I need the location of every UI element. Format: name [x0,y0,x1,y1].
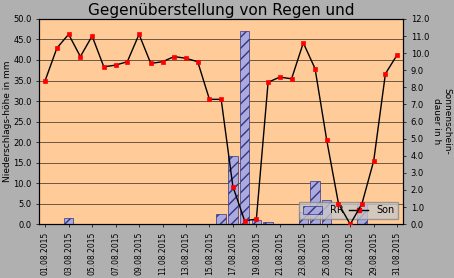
Bar [217,214,226,224]
Bar [357,204,367,224]
Bar [240,31,249,224]
Title: Gegenüberstellung von Regen und: Gegenüberstellung von Regen und [88,3,355,18]
Legend: RR, Son: RR, Son [299,202,398,219]
Bar [299,212,308,224]
Bar [263,222,273,224]
Bar [64,218,74,224]
Y-axis label: Niederschlags-höhe in mm: Niederschlags-höhe in mm [3,61,12,182]
Bar [322,200,331,224]
Bar [252,220,261,224]
Bar [311,181,320,224]
Y-axis label: Sonnenschein-
dauer in h: Sonnenschein- dauer in h [432,88,451,155]
Bar [228,157,237,224]
